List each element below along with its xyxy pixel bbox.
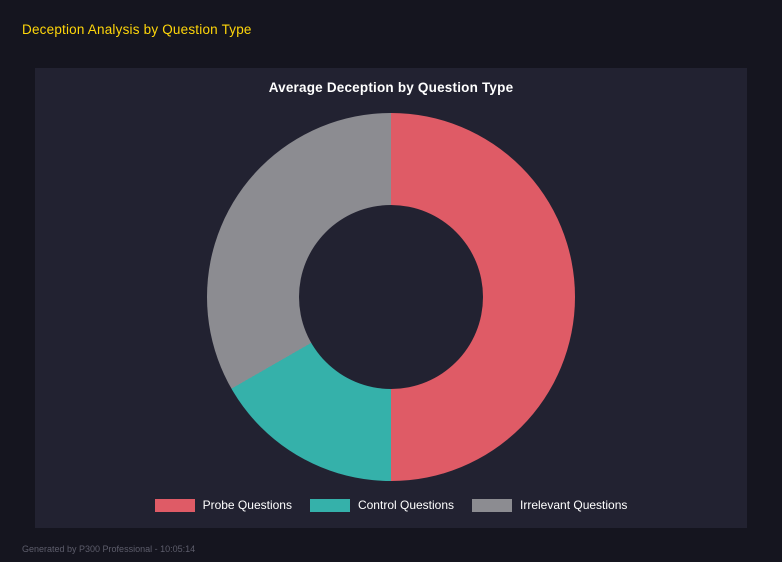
legend-item[interactable]: Irrelevant Questions	[472, 498, 627, 512]
chart-title: Average Deception by Question Type	[268, 80, 514, 95]
footer-text: Generated by P300 Professional - 10:05:1…	[22, 544, 196, 554]
legend-swatch	[472, 498, 513, 512]
legend-swatch	[154, 498, 195, 512]
chart-legend: Probe Questions Control Questions Irreleva…	[154, 498, 627, 512]
donut-hole	[299, 204, 483, 389]
legend-label: Irrelevant Questions	[520, 498, 628, 512]
page-title: Deception Analysis by Question Type	[22, 22, 252, 37]
legend-label: Control Questions	[357, 498, 455, 512]
donut-chart-area	[35, 95, 747, 498]
page-header: Deception Analysis by Question Type	[22, 22, 252, 37]
legend-item[interactable]: Control Questions	[309, 498, 455, 512]
page-footer: Generated by P300 Professional - 10:05:1…	[22, 544, 195, 554]
donut-chart[interactable]	[207, 112, 575, 481]
chart-panel: Average Deception by Question Type Probe…	[35, 68, 747, 528]
legend-label: Probe Questions	[202, 498, 292, 512]
legend-swatch	[309, 498, 350, 512]
legend-item[interactable]: Probe Questions	[154, 498, 292, 512]
